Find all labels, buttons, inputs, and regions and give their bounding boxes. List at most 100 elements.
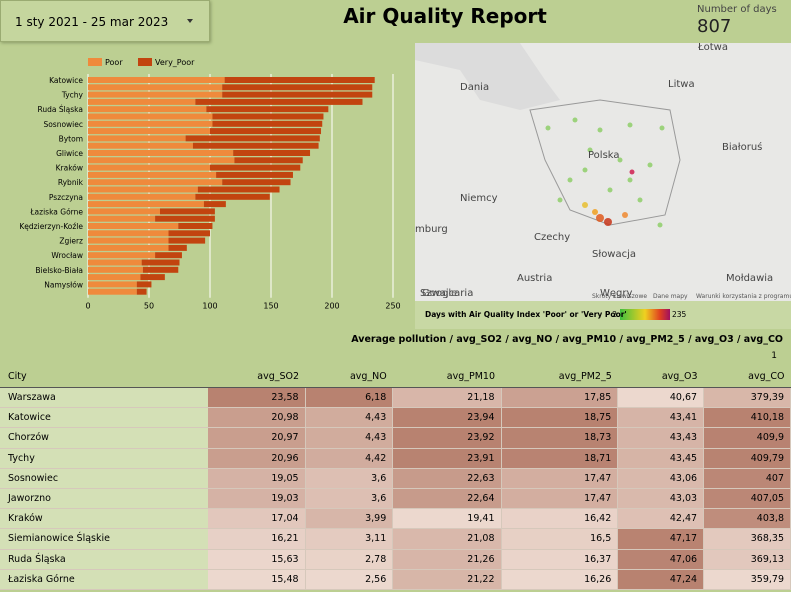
value-cell: 359,79 [703, 569, 791, 590]
y-tick-label: Łaziska Górne [29, 207, 83, 216]
map-attribution: Skróty klawiszowe [592, 293, 647, 300]
value-cell: 4,43 [305, 427, 394, 449]
bar-segment [88, 106, 207, 113]
legend-label: Poor [105, 58, 123, 67]
bar-segment [88, 288, 137, 295]
bar-segment [195, 98, 363, 105]
value-cell: 23,58 [208, 387, 306, 409]
value-cell: 21,26 [392, 549, 502, 570]
map-label: Łotwa [697, 42, 728, 53]
bar-segment [88, 281, 137, 288]
bar-segment [88, 113, 213, 120]
value-cell: 3,99 [305, 508, 394, 530]
y-tick-label: Bytom [59, 134, 83, 143]
bar-segment [224, 77, 375, 83]
map-label: Słowacja [592, 249, 636, 260]
bar-segment [185, 135, 320, 142]
bar-segment [168, 230, 210, 237]
x-tick-label: 0 [85, 302, 90, 311]
bar-segment [195, 193, 270, 200]
value-cell: 20,97 [208, 427, 306, 449]
map-attribution: Dane mapy [653, 293, 688, 300]
map-label: mburg [415, 224, 448, 235]
legend-gradient [620, 309, 670, 320]
bar-segment [88, 150, 234, 156]
value-cell: 47,06 [617, 549, 705, 570]
y-tick-label: Pszczyna [49, 193, 83, 202]
bar-segment [216, 171, 293, 178]
bar-segment [197, 186, 280, 193]
bar-segment [136, 281, 152, 288]
map-label: Białoruś [722, 141, 762, 153]
bar-segment [88, 252, 156, 259]
map-label: Austria [517, 273, 552, 284]
bar-segment [140, 274, 165, 281]
x-tick-label: 200 [324, 302, 339, 311]
table-row: Katowice 20,98 4,43 23,94 18,75 43,41 410,18 [0, 407, 791, 429]
map-label: Polska [588, 150, 620, 161]
value-cell: 3,6 [305, 468, 394, 489]
table-page: 1 [771, 351, 777, 361]
city-cell: Siemianowice Śląskie [0, 528, 209, 550]
bar-segment [234, 157, 303, 164]
city-cell: Warszawa [0, 387, 209, 409]
value-cell: 43,43 [617, 427, 705, 449]
column-header: avg_CO [703, 366, 791, 388]
table-row: Chorzów 20,97 4,43 23,92 18,73 43,43 409,9 [0, 427, 791, 449]
value-cell: 15,63 [208, 549, 306, 570]
value-cell: 43,41 [617, 407, 705, 429]
y-tick-label: Wrocław [51, 251, 83, 260]
value-cell: 19,05 [208, 468, 306, 489]
value-cell: 410,18 [703, 407, 791, 429]
bar-segment [88, 208, 160, 215]
bar-segment [88, 98, 196, 105]
value-cell: 18,73 [501, 427, 619, 449]
bar-segment [88, 266, 143, 273]
y-tick-label: Zgierz [59, 237, 83, 246]
map-label: Węgry [600, 288, 632, 299]
legend-min: 2 [612, 310, 617, 319]
dropdown-arrow [187, 19, 193, 23]
bar-segment [155, 252, 182, 259]
header-row: City avg_SO2 avg_NO avg_PM10 avg_PM2_5 avg_O3… [0, 366, 791, 388]
y-tick-label: Rybnik [58, 178, 84, 187]
bar-segment [212, 113, 324, 120]
value-cell: 2,78 [305, 549, 394, 570]
pollution-table: City avg_SO2 avg_NO avg_PM10 avg_PM2_5 avg_O3… [0, 366, 791, 590]
value-cell: 16,5 [501, 528, 619, 550]
bar-segment [88, 142, 193, 149]
bar-segment [178, 223, 213, 229]
value-cell: 23,91 [392, 448, 502, 469]
column-header: avg_O3 [617, 366, 704, 388]
y-tick-label: Gliwice [56, 149, 83, 158]
value-cell: 18,71 [501, 448, 619, 469]
city-cell: Jaworzno [0, 488, 209, 510]
x-tick-label: 100 [202, 302, 217, 311]
value-cell: 43,03 [617, 488, 705, 510]
bar-segment [159, 208, 215, 215]
y-tick-label: Ruda Śląska [37, 105, 83, 114]
city-cell: Ruda Śląska [0, 549, 209, 570]
table-row: Warszawa 23,58 6,18 21,18 17,85 40,67 379,39 [0, 387, 791, 409]
column-header: avg_NO [305, 366, 393, 388]
bar-segment [88, 120, 213, 127]
bar-segment [88, 201, 204, 208]
value-cell: 21,22 [392, 569, 502, 590]
value-cell: 19,41 [392, 508, 502, 530]
bar-segment [233, 150, 311, 156]
value-cell: 379,39 [703, 387, 791, 409]
bar-segment [88, 77, 225, 83]
bar-segment [88, 91, 223, 98]
bar-segment [88, 135, 186, 142]
date-range: 1 sty 2021 - 25 mar 2023 [15, 15, 169, 29]
chart: Days with Air Quality Index 'Poor' or 'V… [19, 42, 791, 329]
city-cell: Katowice [0, 407, 209, 429]
table-row: Siemianowice Śląskie 16,21 3,11 21,08 16,5 47… [0, 528, 791, 550]
date-range-picker[interactable]: 1 sty 2021 - 25 mar 2023 [0, 0, 210, 42]
bar-segment [88, 157, 235, 164]
table-row: Jaworzno 19,03 3,6 22,64 17,47 43,03 407,05 [0, 488, 791, 510]
value-cell: 17,85 [501, 387, 619, 409]
value-cell: 407,05 [703, 488, 791, 510]
city-cell: Kraków [0, 508, 209, 530]
